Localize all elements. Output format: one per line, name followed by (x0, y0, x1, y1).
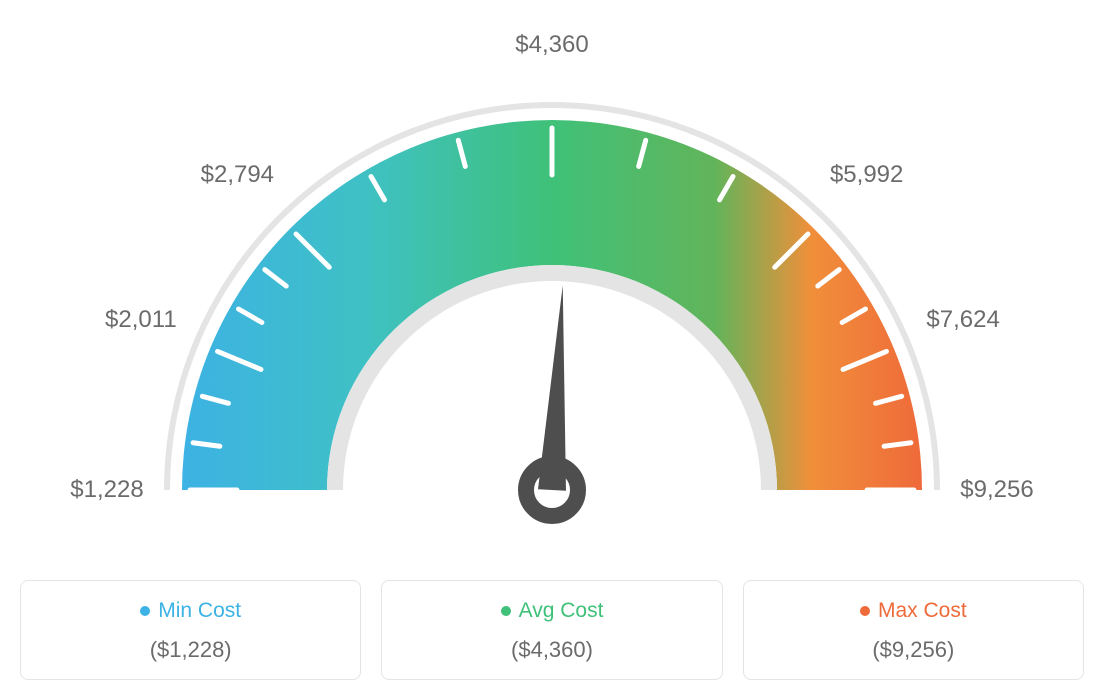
legend-title: Max Cost (860, 599, 967, 623)
gauge-tick-label: $2,794 (201, 161, 274, 189)
gauge-svg (20, 20, 1084, 560)
gauge-minor-tick (884, 443, 911, 447)
legend-value: ($1,228) (31, 637, 350, 663)
gauge-tick-label: $9,256 (960, 476, 1033, 504)
legend-title-text: Avg Cost (519, 599, 604, 623)
legend-title-text: Max Cost (878, 599, 967, 623)
legend-title-text: Min Cost (158, 599, 241, 623)
cost-gauge-widget: $1,228 $2,011 $2,794 $4,360 $5,992 $7,624 $9,2… (20, 20, 1084, 680)
legend-title: Min Cost (140, 599, 241, 623)
legend-dot-icon (501, 606, 511, 616)
gauge-minor-tick (193, 443, 220, 447)
gauge-tick-label: $4,360 (515, 31, 588, 59)
legend-title: Avg Cost (501, 599, 604, 623)
legend-dot-icon (860, 606, 870, 616)
legend-value: ($4,360) (392, 637, 711, 663)
gauge-tick-label: $5,992 (830, 161, 903, 189)
gauge-area: $1,228 $2,011 $2,794 $4,360 $5,992 $7,624 $9,2… (20, 20, 1084, 560)
legend-card-min: Min Cost ($1,228) (20, 580, 361, 680)
legend-card-avg: Avg Cost ($4,360) (381, 580, 722, 680)
gauge-tick-label: $2,011 (105, 306, 177, 334)
legend-card-max: Max Cost ($9,256) (743, 580, 1084, 680)
gauge-tick-label: $1,228 (70, 476, 143, 504)
legend-row: Min Cost ($1,228) Avg Cost ($4,360) Max Cost… (20, 580, 1084, 680)
gauge-tick-label: $7,624 (926, 306, 999, 334)
legend-dot-icon (140, 606, 150, 616)
legend-value: ($9,256) (754, 637, 1073, 663)
